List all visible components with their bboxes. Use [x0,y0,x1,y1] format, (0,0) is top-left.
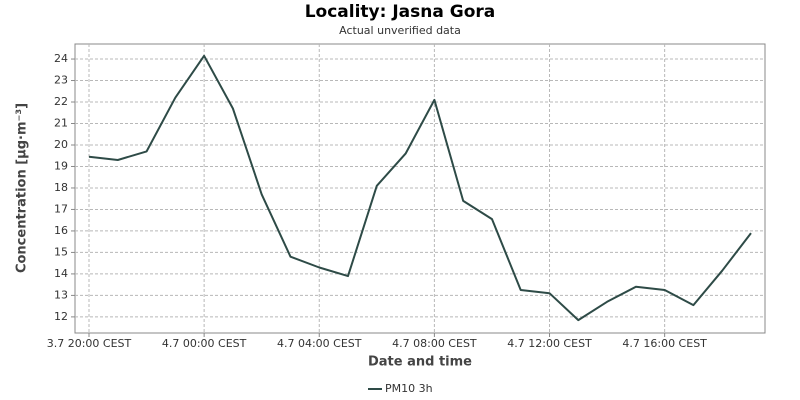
y-tick-label: 23 [54,74,68,87]
data-line [88,54,752,322]
y-tick-label: 19 [54,159,68,172]
x-tick-label: 4.7 04:00 CEST [277,337,362,350]
x-tick-label: 4.7 12:00 CEST [507,337,592,350]
legend-label: PM10 3h [385,382,433,395]
chart-title: Locality: Jasna Gora [305,2,496,22]
y-tick-label: 15 [54,245,68,258]
y-tick-label: 21 [54,117,68,130]
chart-subtitle: Actual unverified data [339,24,461,37]
x-tick-label: 4.7 00:00 CEST [162,337,247,350]
y-tick-label: 13 [54,288,68,301]
y-tick-label: 22 [54,95,68,108]
x-axis-title: Date and time [368,355,472,370]
y-axis-title: Concentration [µg·m⁻³] [15,103,30,273]
y-tick-label: 18 [54,181,68,194]
y-tick-label: 17 [54,202,68,215]
x-tick-label: 3.7 20:00 CEST [47,337,132,350]
x-tick-label: 4.7 08:00 CEST [392,337,477,350]
plot-area [74,43,766,334]
y-tick-label: 14 [54,267,68,280]
y-tick-label: 24 [54,52,68,65]
y-tick-label: 20 [54,138,68,151]
y-tick-label: 12 [54,310,68,323]
x-tick-label: 4.7 16:00 CEST [622,337,707,350]
y-tick-label: 16 [54,224,68,237]
